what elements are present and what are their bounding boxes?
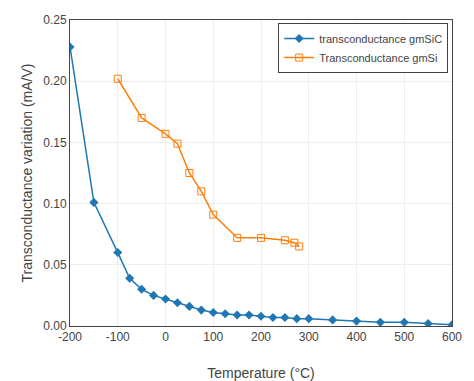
svg-text:transconductance gmSiC: transconductance gmSiC — [319, 33, 442, 45]
svg-text:0.05: 0.05 — [43, 258, 67, 272]
svg-text:0.00: 0.00 — [43, 319, 67, 333]
svg-text:Transconductance variation (mA: Transconductance variation (mA/V) — [19, 64, 35, 283]
svg-text:0.20: 0.20 — [43, 74, 67, 88]
svg-text:0: 0 — [162, 330, 169, 344]
svg-text:300: 300 — [299, 330, 319, 344]
svg-text:0.15: 0.15 — [43, 136, 67, 150]
svg-text:-100: -100 — [106, 330, 130, 344]
svg-text:-200: -200 — [58, 330, 82, 344]
svg-text:200: 200 — [251, 330, 271, 344]
svg-text:400: 400 — [346, 330, 366, 344]
svg-text:Transconductance gmSi: Transconductance gmSi — [319, 52, 437, 64]
svg-text:600: 600 — [442, 330, 462, 344]
svg-text:100: 100 — [203, 330, 223, 344]
svg-text:0.25: 0.25 — [43, 13, 67, 27]
svg-text:500: 500 — [394, 330, 414, 344]
svg-text:Temperature (°C): Temperature (°C) — [207, 365, 315, 381]
svg-text:0.10: 0.10 — [43, 197, 67, 211]
